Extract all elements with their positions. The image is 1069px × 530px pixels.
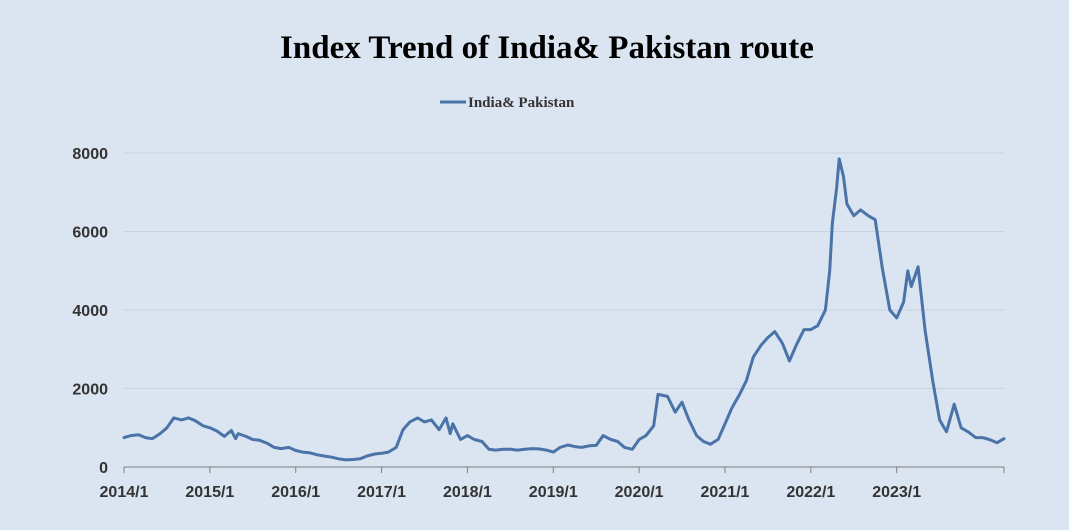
y-tick-label: 0 bbox=[99, 460, 108, 477]
y-tick-label: 6000 bbox=[72, 225, 108, 242]
y-tick-label: 8000 bbox=[72, 146, 108, 163]
gridlines bbox=[124, 152, 1004, 389]
x-tick-label: 2015/1 bbox=[185, 484, 234, 501]
series-line-india-pakistan bbox=[122, 157, 1006, 462]
x-axis-ticks: 2014/1 2015/1 2016/1 2017/1 2018/1 2019/1 2020… bbox=[100, 467, 1005, 501]
x-tick-label: 2016/1 bbox=[271, 484, 320, 501]
x-tick-label: 2020/1 bbox=[615, 484, 664, 501]
x-tick-label: 2021/1 bbox=[701, 484, 750, 501]
x-tick-label: 2022/1 bbox=[786, 484, 835, 501]
y-axis-ticks: 0 2000 4000 6000 8000 bbox=[72, 146, 108, 477]
x-tick-label: 2018/1 bbox=[443, 484, 492, 501]
y-tick-label: 4000 bbox=[72, 303, 108, 320]
legend-label: India& Pakistan bbox=[468, 95, 575, 111]
chart-title: Index Trend of India& Pakistan route bbox=[280, 30, 814, 66]
x-tick-label: 2023/1 bbox=[872, 484, 921, 501]
legend: India& Pakistan bbox=[440, 95, 575, 111]
x-tick-label: 2019/1 bbox=[529, 484, 578, 501]
x-tick-label: 2017/1 bbox=[357, 484, 406, 501]
x-tick-label: 2014/1 bbox=[100, 484, 149, 501]
y-tick-label: 2000 bbox=[72, 382, 108, 399]
series-layer bbox=[122, 157, 1006, 462]
